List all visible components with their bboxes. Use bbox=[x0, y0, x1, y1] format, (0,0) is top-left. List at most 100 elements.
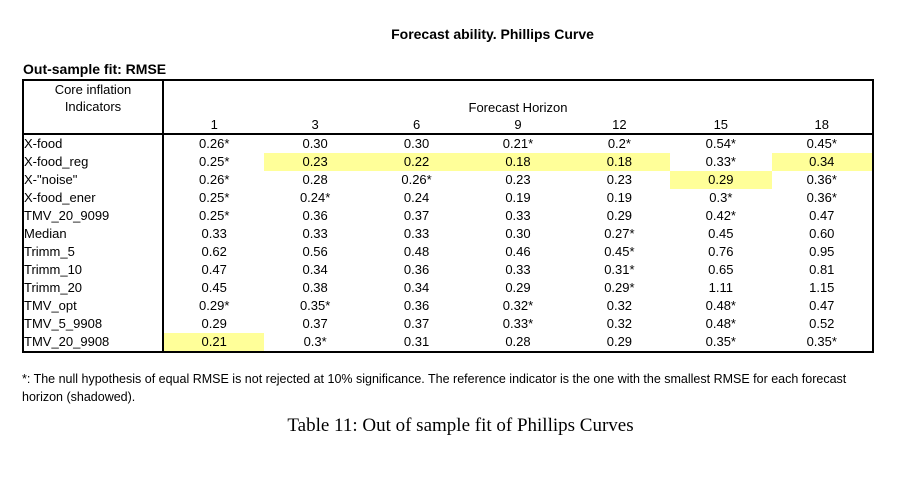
page-title: Forecast ability. Phillips Curve bbox=[391, 26, 594, 42]
rmse-cell: 0.29* bbox=[199, 298, 230, 313]
row-label: TMV_5_9908 bbox=[23, 315, 164, 333]
row-label: Trimm_10 bbox=[23, 261, 164, 279]
footnote-line2: horizon (shadowed). bbox=[22, 390, 136, 404]
rmse-cell: 0.45 bbox=[201, 280, 227, 295]
horizon-header-18: 18 bbox=[771, 115, 873, 135]
rmse-cell: 0.34 bbox=[302, 262, 328, 277]
rmse-cell: 0.47 bbox=[201, 262, 227, 277]
rmse-cell: 0.45 bbox=[708, 226, 734, 241]
row-label: Median bbox=[23, 225, 164, 243]
table-header-row-2: 1 3 6 9 12 15 18 bbox=[23, 115, 873, 135]
rmse-cell: 0.36 bbox=[403, 262, 430, 277]
rmse-cell: 0.76 bbox=[708, 244, 734, 259]
rmse-cell: 0.24* bbox=[299, 190, 331, 205]
rmse-cell: 0.56 bbox=[302, 244, 328, 259]
row-label: X-food_reg bbox=[23, 153, 164, 171]
row-header-line2: Indicators bbox=[64, 99, 122, 114]
row-label: X-"noise" bbox=[23, 171, 164, 189]
horizon-header-12: 12 bbox=[568, 115, 671, 135]
rmse-cell: 0.45* bbox=[806, 136, 837, 151]
rmse-cell: 0.62 bbox=[201, 244, 227, 259]
table-row: TMV_5_9908 0.29 0.37 0.37 0.33* 0.32 0.4… bbox=[23, 315, 873, 333]
row-label: TMV_20_9099 bbox=[23, 207, 164, 225]
rmse-cell: 0.46 bbox=[505, 244, 531, 259]
row-label: Trimm_20 bbox=[23, 279, 164, 297]
rmse-cell: 0.65 bbox=[708, 262, 734, 277]
rmse-cell: 0.42* bbox=[705, 208, 736, 223]
rmse-cell: 0.37 bbox=[403, 316, 430, 331]
rmse-cell: 0.26* bbox=[199, 172, 230, 187]
rmse-cell: 0.48 bbox=[403, 244, 430, 259]
rmse-cell: 0.33 bbox=[403, 226, 430, 241]
rmse-cell: 0.22 bbox=[365, 153, 468, 171]
table-caption: Table 11: Out of sample fit of Phillips … bbox=[287, 415, 634, 436]
table-row: X-food 0.26* 0.30 0.30 0.21* 0.2* 0.54* … bbox=[23, 134, 873, 153]
rmse-cell: 0.30 bbox=[403, 136, 430, 151]
rmse-cell: 0.33 bbox=[505, 262, 531, 277]
rmse-cell: 0.38 bbox=[302, 280, 328, 295]
row-label: Trimm_5 bbox=[23, 243, 164, 261]
rmse-cell: 0.29 bbox=[670, 171, 772, 189]
table-row: TMV_opt 0.29* 0.35* 0.36 0.32* 0.32 0.48… bbox=[23, 297, 873, 315]
rmse-cell: 0.27* bbox=[604, 226, 635, 241]
rmse-cell: 0.23 bbox=[505, 172, 531, 187]
table-row: Trimm_20 0.45 0.38 0.34 0.29 0.29* 1.11 … bbox=[23, 279, 873, 297]
table-row: TMV_20_9099 0.25* 0.36 0.37 0.33 0.29 0.… bbox=[23, 207, 873, 225]
rmse-cell: 0.33 bbox=[505, 208, 531, 223]
rmse-cell: 0.45* bbox=[604, 244, 635, 259]
rmse-cell: 0.24 bbox=[403, 190, 430, 205]
rmse-cell: 0.33* bbox=[502, 316, 534, 331]
footnote: *: The null hypothesis of equal RMSE is … bbox=[22, 370, 910, 406]
rmse-cell: 0.19 bbox=[505, 190, 531, 205]
rmse-cell: 0.33 bbox=[201, 226, 227, 241]
rmse-cell: 0.36 bbox=[302, 208, 328, 223]
rmse-cell: 0.47 bbox=[809, 208, 835, 223]
table-row: TMV_20_9908 0.21 0.3* 0.31 0.28 0.29 0.3… bbox=[23, 333, 873, 352]
group-header-forecast-horizon: Forecast Horizon bbox=[468, 100, 568, 115]
rmse-cell: 0.30 bbox=[505, 226, 531, 241]
rmse-cell: 0.60 bbox=[809, 226, 835, 241]
rmse-cell: 0.29 bbox=[606, 208, 633, 223]
rmse-cell: 0.26* bbox=[401, 172, 432, 187]
row-label: TMV_20_9908 bbox=[23, 333, 164, 352]
table-row: Trimm_10 0.47 0.34 0.36 0.33 0.31* 0.65 … bbox=[23, 261, 873, 279]
rmse-cell: 0.30 bbox=[302, 136, 328, 151]
rmse-cell: 0.48* bbox=[705, 298, 736, 313]
rmse-cell: 0.28 bbox=[505, 334, 531, 349]
rmse-cell: 0.29* bbox=[604, 280, 635, 295]
rmse-cell: 0.81 bbox=[809, 262, 835, 277]
rmse-cell: 1.11 bbox=[708, 280, 733, 295]
rmse-cell: 0.36* bbox=[806, 172, 837, 187]
rmse-cell: 1.15 bbox=[809, 280, 835, 295]
row-header-line1: Core inflation bbox=[54, 82, 132, 97]
rmse-cell: 0.37 bbox=[403, 208, 430, 223]
horizon-header-3: 3 bbox=[264, 115, 366, 135]
rmse-cell: 0.2* bbox=[607, 136, 631, 151]
horizon-header-15: 15 bbox=[670, 115, 772, 135]
rmse-cell: 0.18 bbox=[568, 153, 671, 171]
rmse-cell: 0.33* bbox=[705, 154, 736, 169]
rmse-cell: 0.32 bbox=[606, 316, 633, 331]
rmse-cell: 0.31 bbox=[403, 334, 430, 349]
rmse-cell: 0.25* bbox=[199, 154, 230, 169]
table-row: X-food_ener 0.25* 0.24* 0.24 0.19 0.19 0… bbox=[23, 189, 873, 207]
rmse-table: Core inflation Indicators Forecast Horiz… bbox=[22, 79, 874, 353]
row-label: TMV_opt bbox=[23, 297, 164, 315]
rmse-cell: 0.32 bbox=[606, 298, 633, 313]
table-row: X-food_reg 0.25* 0.23 0.22 0.18 0.18 0.3… bbox=[23, 153, 873, 171]
section-label: Out-sample fit: RMSE bbox=[23, 61, 167, 77]
table-row: X-"noise" 0.26* 0.28 0.26* 0.23 0.23 0.2… bbox=[23, 171, 873, 189]
rmse-cell: 0.26* bbox=[199, 136, 230, 151]
rmse-cell: 0.31* bbox=[604, 262, 635, 277]
rmse-cell: 0.21 bbox=[163, 333, 265, 352]
horizon-header-1: 1 bbox=[163, 115, 265, 135]
rmse-cell: 0.35* bbox=[806, 334, 837, 349]
footnote-line1: *: The null hypothesis of equal RMSE is … bbox=[22, 372, 847, 386]
row-header-cell: Core inflation Indicators bbox=[23, 80, 164, 135]
rmse-cell: 0.35* bbox=[705, 334, 736, 349]
table-row: Median 0.33 0.33 0.33 0.30 0.27* 0.45 0.… bbox=[23, 225, 873, 243]
horizon-header-6: 6 bbox=[365, 115, 468, 135]
table-row: Trimm_5 0.62 0.56 0.48 0.46 0.45* 0.76 0… bbox=[23, 243, 873, 261]
rmse-cell: 0.48* bbox=[705, 316, 736, 331]
rmse-cell: 0.95 bbox=[809, 244, 835, 259]
